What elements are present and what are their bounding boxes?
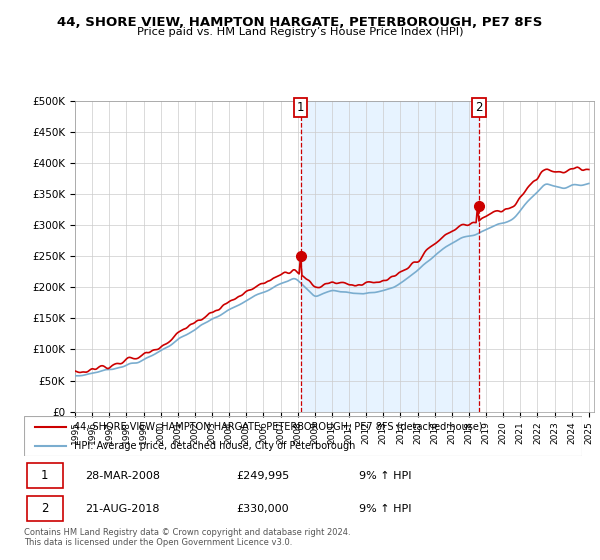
Bar [301, 101, 479, 412]
Text: 21-AUG-2018: 21-AUG-2018 [85, 504, 160, 514]
Text: 44, SHORE VIEW, HAMPTON HARGATE, PETERBOROUGH, PE7 8FS: 44, SHORE VIEW, HAMPTON HARGATE, PETERBO… [58, 16, 542, 29]
Text: 9% ↑ HPI: 9% ↑ HPI [359, 471, 412, 480]
Text: £249,995: £249,995 [236, 471, 289, 480]
Text: 2: 2 [41, 502, 49, 515]
Bar [27, 496, 63, 521]
Text: HPI: Average price, detached house, City of Peterborough: HPI: Average price, detached house, City… [74, 441, 356, 450]
Text: 2: 2 [475, 101, 483, 114]
Text: 1: 1 [297, 101, 304, 114]
Text: Contains HM Land Registry data © Crown copyright and database right 2024.
This d: Contains HM Land Registry data © Crown c… [24, 528, 350, 547]
Text: 9% ↑ HPI: 9% ↑ HPI [359, 504, 412, 514]
Text: 1: 1 [41, 469, 49, 482]
Bar [27, 463, 63, 488]
Text: Price paid vs. HM Land Registry’s House Price Index (HPI): Price paid vs. HM Land Registry’s House … [137, 27, 463, 37]
Text: 28-MAR-2008: 28-MAR-2008 [85, 471, 160, 480]
Text: 44, SHORE VIEW, HAMPTON HARGATE, PETERBOROUGH, PE7 8FS (detached house): 44, SHORE VIEW, HAMPTON HARGATE, PETERBO… [74, 422, 483, 432]
Text: £330,000: £330,000 [236, 504, 289, 514]
